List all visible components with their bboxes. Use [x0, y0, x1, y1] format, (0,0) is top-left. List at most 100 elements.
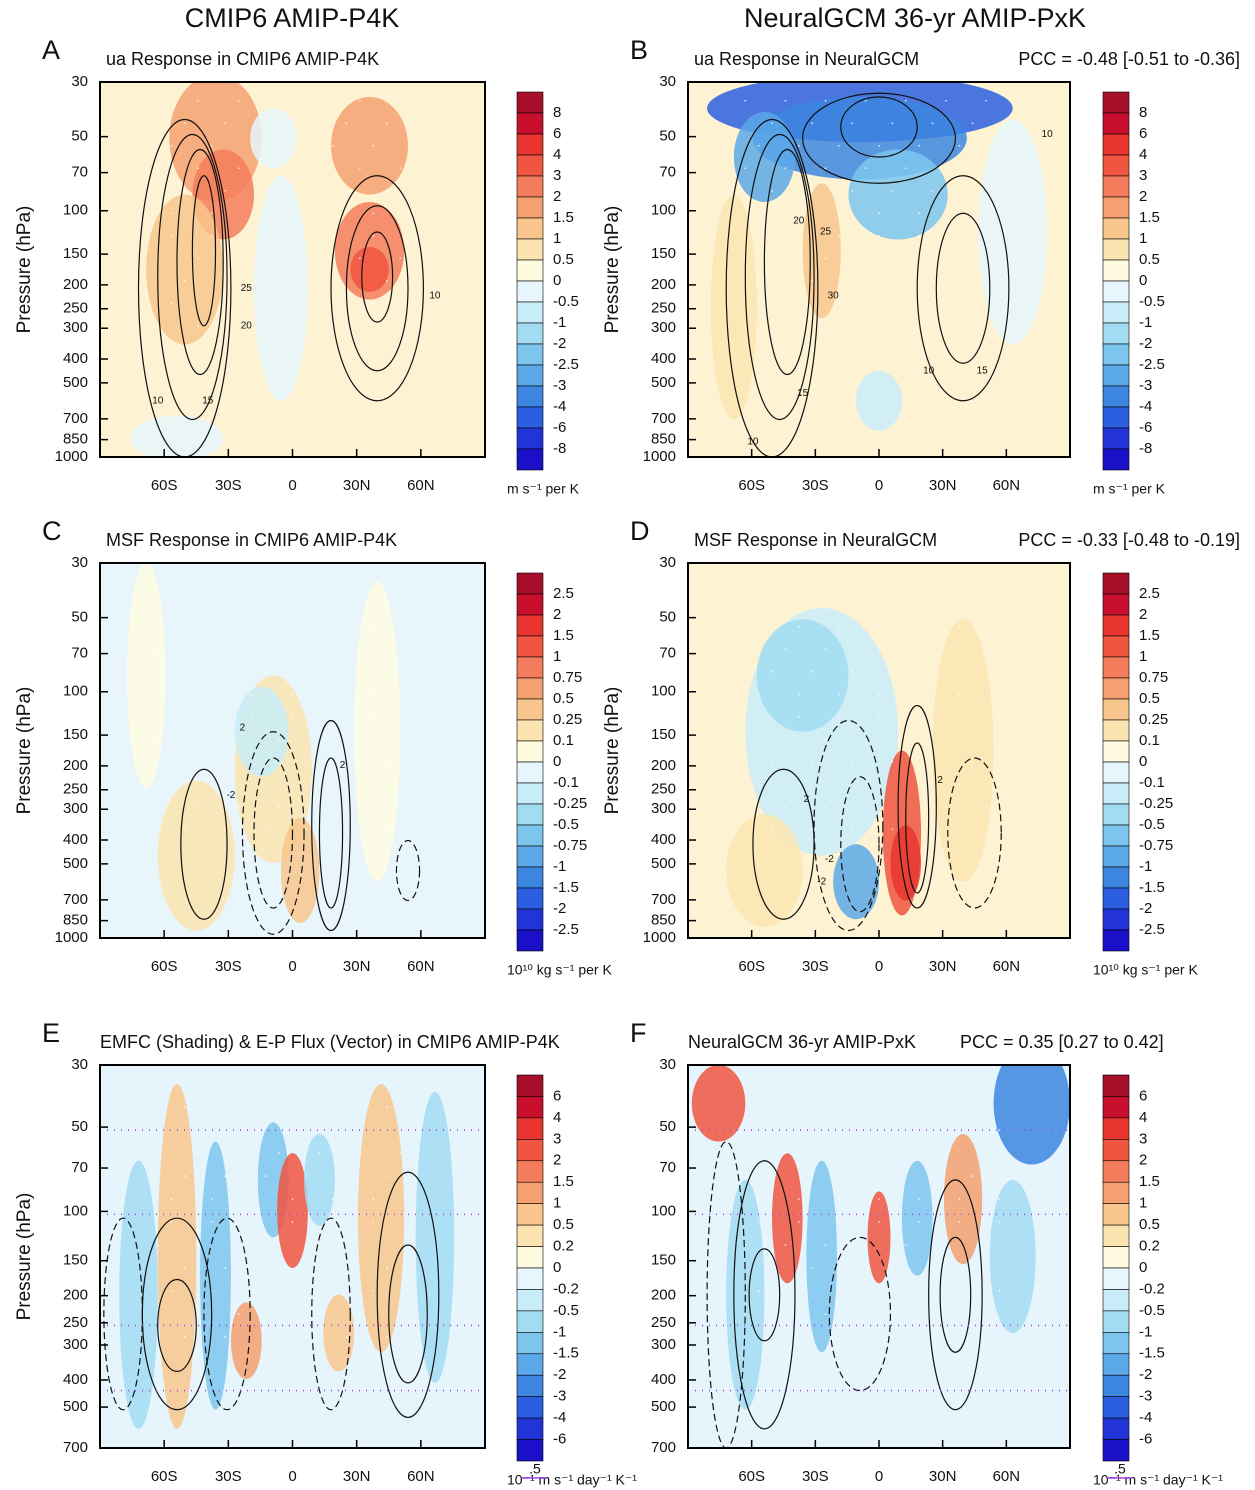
pcc: PCC = 0.35 [0.27 to 0.42]	[960, 1032, 1164, 1052]
colorbar-label: -2.5	[1139, 356, 1165, 373]
colorbar-label: -2.5	[1139, 921, 1165, 938]
stipple	[197, 1313, 200, 1315]
colorbar-box	[1102, 1224, 1130, 1247]
colorbar-label: 0.1	[553, 732, 574, 749]
colorbar-box	[516, 593, 544, 616]
stipple	[744, 99, 747, 102]
x-tick-label: 60N	[993, 477, 1021, 494]
contour	[157, 1278, 197, 1372]
colorbar-label: -0.75	[1139, 837, 1173, 854]
colorbar-box	[516, 238, 544, 261]
stipple	[878, 1290, 880, 1292]
stipple	[358, 257, 361, 260]
stipple	[210, 144, 213, 147]
y-tick-label: 1000	[55, 929, 88, 946]
stipple	[332, 1221, 334, 1223]
colorbar-label: -6	[1139, 1431, 1152, 1448]
y-tick-label: 700	[63, 1439, 88, 1456]
x-tick-label: 0	[288, 477, 296, 494]
colorbar-box	[516, 364, 544, 387]
stipple	[358, 1313, 361, 1315]
stipple	[278, 805, 280, 808]
stipple	[385, 603, 388, 606]
stipple	[985, 99, 987, 102]
stipple	[318, 580, 321, 583]
colorbar-label: -2	[553, 335, 566, 352]
stipple	[958, 783, 961, 786]
contour	[928, 1179, 983, 1411]
stipple	[305, 122, 307, 125]
shading	[710, 194, 757, 420]
stipple	[797, 1129, 800, 1132]
colorbar-box	[516, 1139, 544, 1162]
colorbar-label: 1.5	[553, 209, 574, 226]
stipple	[864, 1244, 867, 1246]
shading	[200, 1141, 231, 1410]
stipple	[891, 760, 894, 763]
stipple	[851, 279, 854, 282]
stipple	[210, 212, 213, 215]
x-tick-label: 30S	[215, 1468, 242, 1485]
stipple	[864, 1313, 867, 1315]
stipple	[264, 1336, 267, 1338]
stipple	[797, 715, 800, 718]
stipple	[851, 670, 854, 673]
stipple	[385, 1336, 388, 1338]
y-tick-label: 850	[63, 431, 88, 448]
stipple	[251, 693, 253, 696]
colorbar-label: 2.5	[553, 585, 574, 602]
stipple	[998, 1198, 1001, 1200]
stipple	[918, 234, 921, 237]
x-tick-label: 60N	[407, 1468, 435, 1485]
stipple	[757, 144, 760, 147]
shading	[157, 780, 235, 931]
colorbar-label: 1.5	[1139, 1173, 1160, 1190]
contour	[361, 231, 394, 323]
stipple	[264, 122, 267, 125]
field	[100, 563, 485, 938]
stipple	[918, 1290, 921, 1292]
y-tick-label: 30	[659, 73, 676, 90]
stipple	[771, 189, 773, 192]
shading	[691, 1065, 746, 1142]
colorbar-box	[1102, 1417, 1130, 1440]
stipple	[358, 1152, 361, 1154]
stipple	[784, 324, 787, 327]
stipple	[891, 1106, 894, 1109]
colorbar-box	[1102, 1246, 1130, 1269]
stipple	[998, 1221, 1001, 1223]
colorbar-label: -4	[1139, 398, 1152, 415]
stipple	[318, 648, 321, 651]
colorbar-label: 3	[1139, 167, 1147, 184]
colorbar-box	[516, 91, 544, 114]
stipple	[197, 805, 200, 808]
stipple	[784, 167, 787, 170]
stipple	[358, 324, 361, 327]
stipple	[757, 693, 760, 696]
stipple	[851, 1267, 854, 1269]
colorbar-box	[1102, 217, 1130, 240]
panel-letter: B	[630, 35, 648, 65]
stipple	[318, 99, 321, 102]
y-tick-label: 500	[63, 374, 88, 391]
colorbar-box	[1102, 196, 1130, 219]
colorbar-box	[1102, 1139, 1130, 1162]
stipple	[891, 189, 894, 192]
y-tick-label: 100	[651, 1202, 676, 1219]
stipple	[837, 234, 840, 237]
y-tick-label: 250	[63, 781, 88, 798]
y-tick-label: 150	[63, 1252, 88, 1269]
stipple	[851, 603, 854, 606]
shading	[867, 1191, 891, 1284]
contour-label: 15	[202, 395, 214, 406]
y-tick-label: 300	[63, 1336, 88, 1353]
stipple	[784, 580, 787, 583]
stipple	[224, 828, 227, 831]
x-tick-label: 60N	[993, 1468, 1021, 1485]
stipple	[412, 302, 415, 305]
y-axis-label: Pressure (hPa)	[602, 206, 623, 334]
shading	[856, 370, 902, 431]
stipple	[824, 167, 827, 170]
y-tick-label: 500	[651, 1398, 676, 1415]
y-tick-label: 200	[63, 276, 88, 293]
